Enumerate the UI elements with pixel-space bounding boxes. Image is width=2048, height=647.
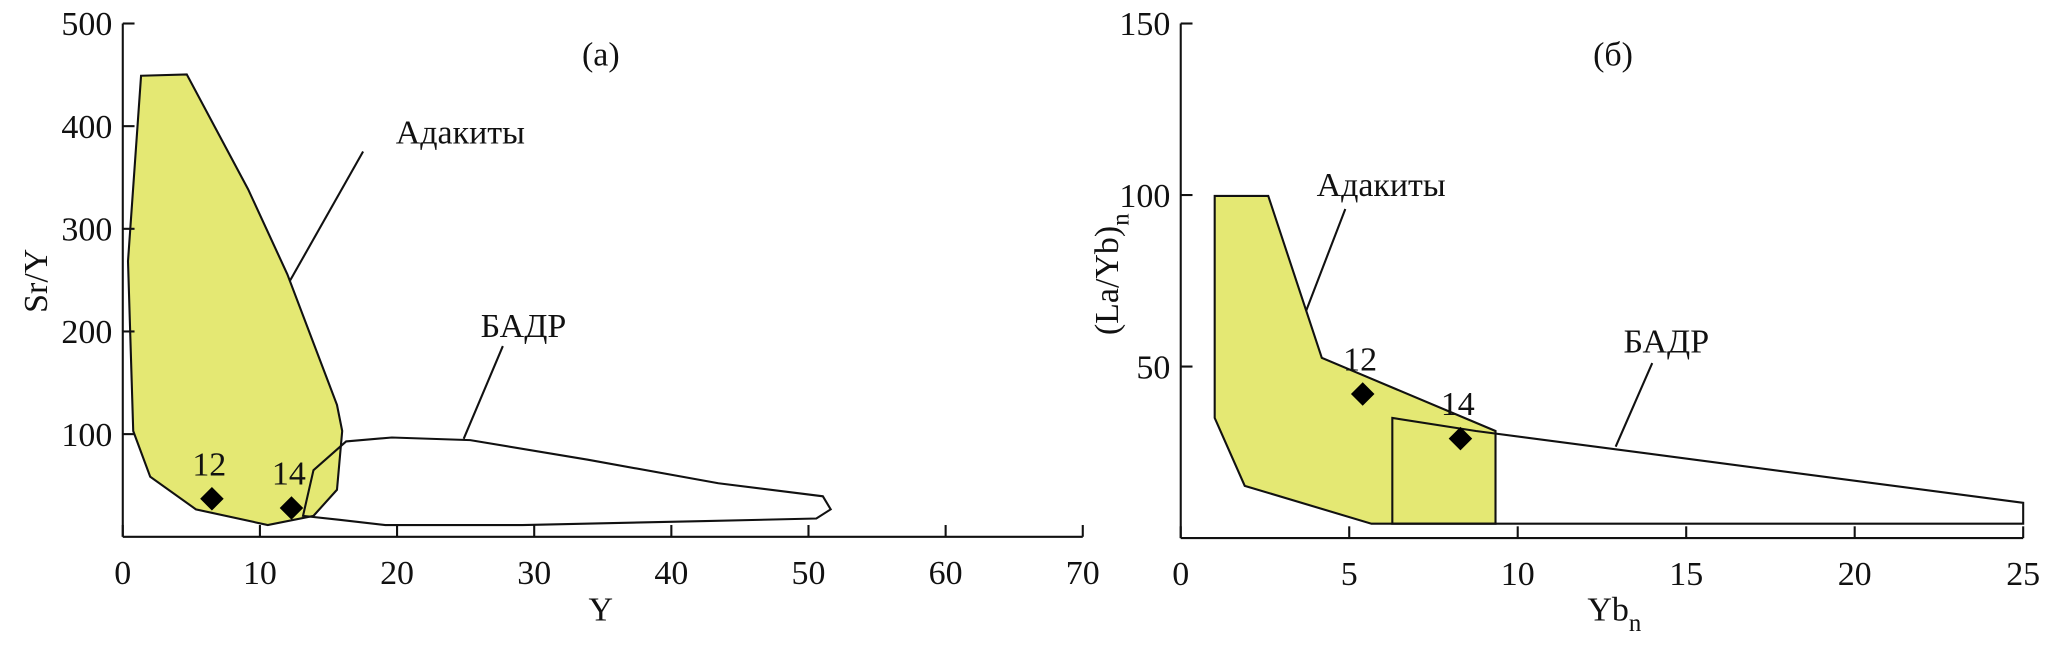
x-tick-label: 40 xyxy=(654,555,688,592)
annotation: БАДР xyxy=(481,308,567,345)
x-tick-label: 20 xyxy=(380,555,414,592)
point xyxy=(1350,382,1375,406)
x-axis-label-main: Yb xyxy=(1587,591,1628,628)
point-label: 14 xyxy=(1441,386,1475,423)
x-tick-label: 0 xyxy=(1172,556,1189,593)
y-tick-label: 400 xyxy=(61,109,112,146)
point xyxy=(1448,426,1473,451)
y-tick-label: 150 xyxy=(1119,6,1170,43)
x-tick-label: 30 xyxy=(517,555,551,592)
y-axis-label-main: (La/Yb) xyxy=(1089,226,1126,335)
point xyxy=(200,487,224,511)
badr-field xyxy=(301,436,833,527)
y-tick-label: 500 xyxy=(61,6,112,43)
point xyxy=(279,496,304,520)
x-tick-label: 25 xyxy=(2006,556,2040,593)
point-label: 12 xyxy=(192,446,226,483)
y-tick-label: 300 xyxy=(61,212,112,249)
adakite-field xyxy=(126,73,344,527)
annotation: Адакиты xyxy=(1317,167,1446,204)
annotation: Адакиты xyxy=(396,115,525,152)
x-tick-label: 10 xyxy=(243,555,277,592)
y-tick-label: 50 xyxy=(1136,349,1170,386)
panel-label: (а) xyxy=(582,36,620,73)
x-tick-label: 70 xyxy=(1066,555,1100,592)
point-label: 12 xyxy=(1343,341,1377,378)
leader-line xyxy=(1614,362,1654,448)
x-tick-label: 5 xyxy=(1341,556,1358,593)
leader-line xyxy=(289,150,365,282)
y-axis-label: Sr/Y xyxy=(18,249,55,313)
point-label: 14 xyxy=(272,456,306,493)
x-tick-label: 60 xyxy=(929,555,963,592)
x-tick-label: 0 xyxy=(114,555,131,592)
x-tick-label: 50 xyxy=(792,555,826,592)
x-tick-label: 20 xyxy=(1838,556,1872,593)
x-tick-label: 15 xyxy=(1669,556,1703,593)
annotation: БАДР xyxy=(1624,324,1710,361)
x-axis-label-sub: n xyxy=(1629,610,1642,637)
x-axis-label: Ybn xyxy=(1587,591,1641,636)
y-tick-label: 200 xyxy=(61,314,112,351)
y-axis-label-sub: n xyxy=(1107,213,1134,226)
y-tick-label: 100 xyxy=(1119,178,1170,215)
leader-line xyxy=(462,345,504,440)
x-tick-label: 10 xyxy=(1501,556,1535,593)
panel-label: (б) xyxy=(1593,36,1633,73)
x-axis-label: Y xyxy=(589,591,614,628)
leader-line xyxy=(1305,208,1347,312)
y-axis-label: (La/Yb)n xyxy=(1089,213,1134,335)
y-tick-label: 100 xyxy=(61,417,112,454)
